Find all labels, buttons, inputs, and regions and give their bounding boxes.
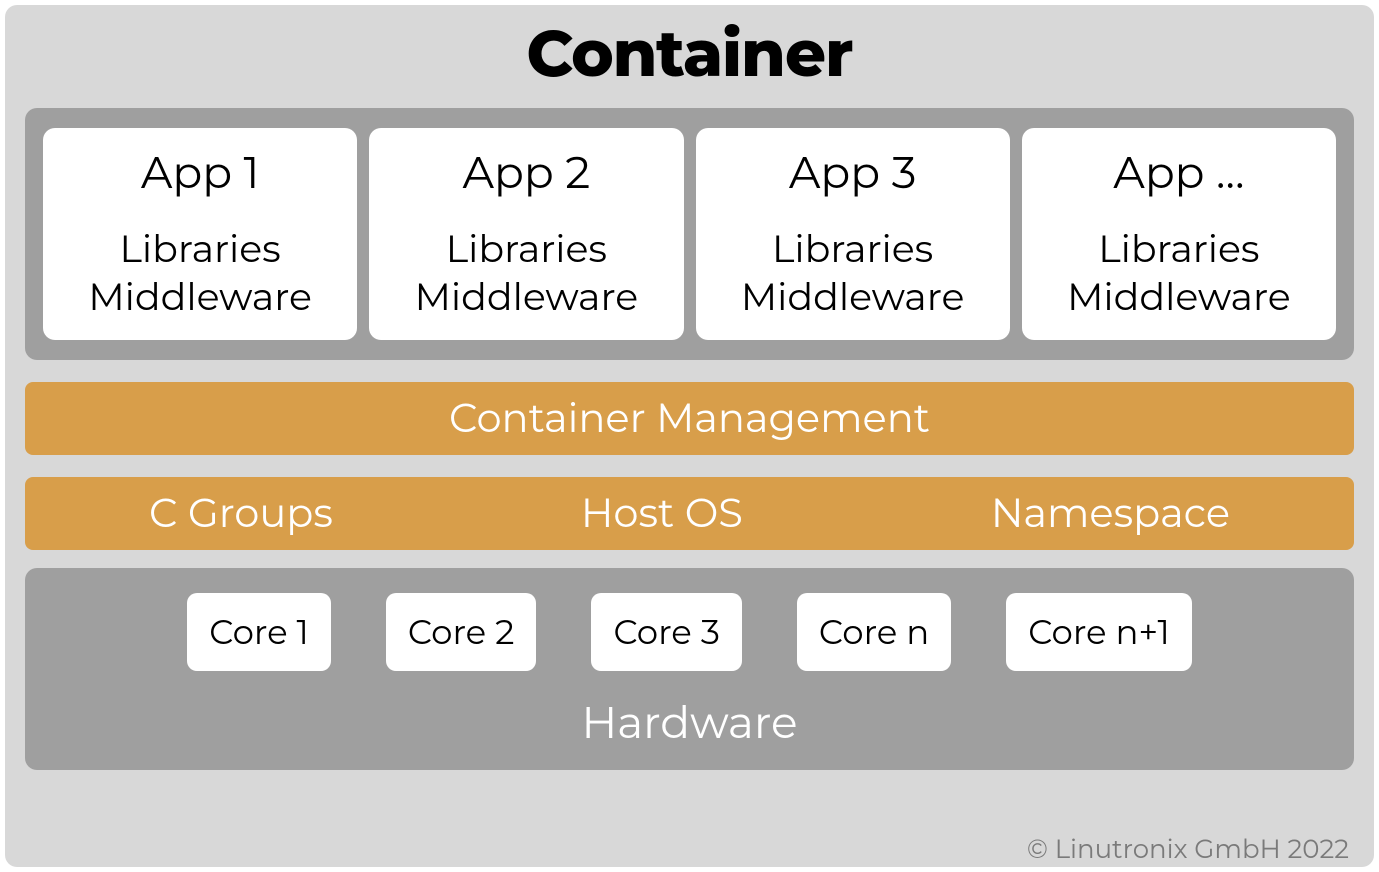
core-box-1: Core 1	[187, 593, 331, 671]
diagram-title: Container	[25, 15, 1354, 93]
app-sub-line2: Middleware	[377, 273, 675, 321]
core-box-n: Core n	[797, 593, 951, 671]
os-section: C Groups Host OS Namespace	[25, 477, 1354, 550]
app-box-3: App 3 Libraries Middleware	[696, 128, 1010, 340]
app-sub-line2: Middleware	[704, 273, 1002, 321]
os-item-namespace: Namespace	[991, 489, 1230, 538]
app-sub-line1: Libraries	[1030, 225, 1328, 273]
app-title: App 1	[51, 146, 349, 200]
hardware-label: Hardware	[55, 696, 1324, 750]
os-item-cgroups: C Groups	[149, 489, 333, 538]
core-box-3: Core 3	[591, 593, 741, 671]
os-item-hostos: Host OS	[581, 489, 743, 538]
core-box-2: Core 2	[386, 593, 537, 671]
app-sub-line1: Libraries	[51, 225, 349, 273]
app-box-1: App 1 Libraries Middleware	[43, 128, 357, 340]
diagram-container: Container App 1 Libraries Middleware App…	[5, 5, 1374, 867]
core-box-n1: Core n+1	[1006, 593, 1192, 671]
app-sub-line2: Middleware	[51, 273, 349, 321]
cores-row: Core 1 Core 2 Core 3 Core n Core n+1	[55, 593, 1324, 671]
app-title: App 3	[704, 146, 1002, 200]
management-label: Container Management	[449, 394, 930, 443]
apps-section: App 1 Libraries Middleware App 2 Librari…	[25, 108, 1354, 360]
app-sub-line2: Middleware	[1030, 273, 1328, 321]
app-title: App 2	[377, 146, 675, 200]
app-sub-line1: Libraries	[377, 225, 675, 273]
app-title: App …	[1030, 146, 1328, 200]
hardware-section: Core 1 Core 2 Core 3 Core n Core n+1 Har…	[25, 568, 1354, 770]
copyright-text: © Linutronix GmbH 2022	[1027, 833, 1349, 865]
app-box-4: App … Libraries Middleware	[1022, 128, 1336, 340]
app-sub-line1: Libraries	[704, 225, 1002, 273]
management-section: Container Management	[25, 382, 1354, 455]
app-box-2: App 2 Libraries Middleware	[369, 128, 683, 340]
